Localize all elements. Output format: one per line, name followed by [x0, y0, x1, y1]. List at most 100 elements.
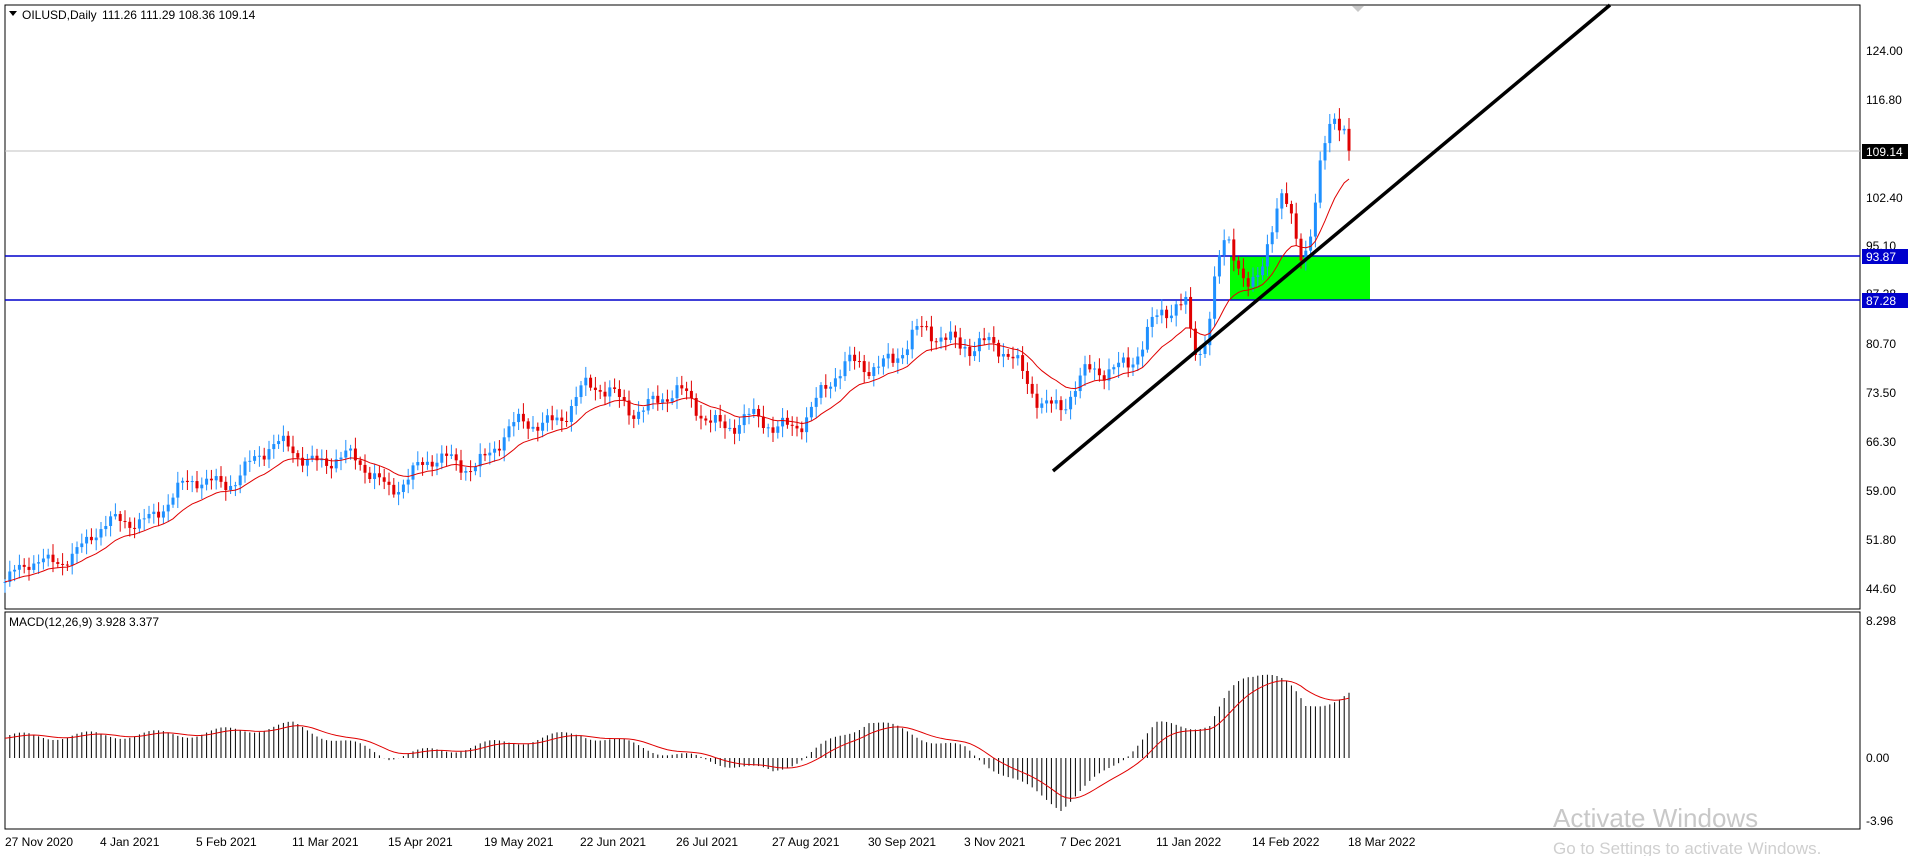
- candle-body: [118, 514, 122, 522]
- candle-body: [1136, 356, 1140, 365]
- macd-tick-label: 0.00: [1866, 751, 1890, 765]
- candle-body: [1011, 356, 1015, 359]
- candle-body: [411, 465, 415, 480]
- candle-body: [637, 411, 641, 419]
- candle-body: [80, 543, 84, 548]
- candle-body: [891, 353, 895, 363]
- candle-body: [838, 376, 842, 379]
- candle-body: [449, 454, 453, 456]
- candle-body: [1001, 354, 1005, 357]
- candle-body: [464, 471, 468, 473]
- candle-body: [1217, 255, 1221, 277]
- candle-body: [905, 349, 909, 356]
- candle-body: [598, 390, 602, 392]
- candle-body: [133, 527, 137, 529]
- candle-body: [603, 391, 607, 397]
- candle-body: [430, 461, 434, 467]
- price-tick-label: 59.00: [1866, 484, 1896, 498]
- candle-body: [8, 571, 12, 582]
- candle-body: [1049, 400, 1053, 404]
- candle-body: [997, 342, 1001, 357]
- candle-body: [761, 416, 765, 429]
- candle-body: [685, 388, 689, 391]
- chart-menu-arrow-icon[interactable]: [9, 11, 17, 16]
- candle-body: [286, 435, 290, 447]
- candle-body: [517, 413, 521, 423]
- macd-label: MACD(12,26,9) 3.928 3.377: [9, 615, 159, 629]
- candle-body: [310, 455, 314, 459]
- candle-body: [733, 427, 737, 434]
- candle-body: [339, 457, 343, 460]
- candle-body: [853, 354, 857, 362]
- candle-body: [1256, 275, 1260, 277]
- support-badge: [1862, 293, 1908, 308]
- candle-body: [857, 361, 861, 363]
- candle-body: [862, 361, 866, 373]
- candle-body: [886, 353, 890, 359]
- candle-body: [334, 459, 338, 469]
- date-axis: 27 Nov 2020 4 Jan 2021 5 Feb 2021 11 Mar…: [5, 835, 1416, 849]
- candle-body: [147, 513, 151, 519]
- candle-body: [1045, 400, 1049, 404]
- candle-body: [1275, 208, 1279, 233]
- candle-body: [958, 337, 962, 349]
- candle-body: [920, 326, 924, 328]
- candle-body: [272, 444, 276, 450]
- candle-body: [901, 355, 905, 359]
- candle-body: [454, 454, 458, 461]
- candle-body: [694, 398, 698, 416]
- candle-body: [200, 484, 204, 489]
- candle-body: [805, 417, 809, 433]
- macd-signal-line: [4, 680, 1350, 799]
- candle-body: [1294, 213, 1298, 239]
- date-tick-label: 7 Dec 2021: [1060, 835, 1122, 849]
- candle-body: [723, 421, 727, 429]
- candle-body: [531, 426, 535, 429]
- macd-tick-label: 8.298: [1866, 614, 1896, 628]
- candle-body: [325, 458, 329, 466]
- candle-body: [3, 581, 7, 583]
- candle-body: [1145, 326, 1149, 350]
- candle-body: [641, 410, 645, 412]
- candle-body: [1337, 118, 1341, 131]
- candle-body: [459, 460, 463, 473]
- candle-body: [565, 420, 569, 422]
- candle-body: [171, 497, 175, 505]
- candle-body: [435, 462, 439, 467]
- candle-body: [1165, 309, 1169, 319]
- candle-body: [973, 351, 977, 357]
- candle-body: [968, 346, 972, 357]
- candle-body: [675, 385, 679, 399]
- candle-body: [1064, 409, 1068, 411]
- candle-body: [1006, 354, 1010, 357]
- candle-body: [680, 385, 684, 389]
- candle-body: [521, 413, 525, 422]
- candle-body: [670, 398, 674, 402]
- candle-body: [1251, 276, 1255, 287]
- trendline[interactable]: [1051, 3, 1612, 473]
- candle-body: [545, 415, 549, 423]
- candle-body: [814, 397, 818, 407]
- current-price-badge-label: 109.14: [1866, 145, 1903, 159]
- candle-body: [1280, 193, 1284, 209]
- date-tick-label: 27 Nov 2020: [5, 835, 73, 849]
- candle-body: [257, 455, 261, 457]
- candle-body: [1198, 353, 1202, 356]
- date-tick-label: 5 Feb 2021: [196, 835, 257, 849]
- candle-body: [142, 518, 146, 520]
- candle-body: [473, 466, 477, 472]
- candle-body: [1323, 143, 1327, 161]
- price-tick-label: 80.70: [1866, 337, 1896, 351]
- candle-body: [387, 481, 391, 485]
- date-tick-label: 30 Sep 2021: [868, 835, 936, 849]
- candle-body: [1237, 260, 1241, 269]
- candle-body: [425, 461, 429, 465]
- candle-body: [185, 480, 189, 483]
- candle-body: [377, 473, 381, 478]
- candle-body: [584, 377, 588, 386]
- candle-body: [1347, 128, 1351, 151]
- candle-body: [944, 337, 948, 340]
- scroll-marker-icon[interactable]: [1352, 6, 1364, 12]
